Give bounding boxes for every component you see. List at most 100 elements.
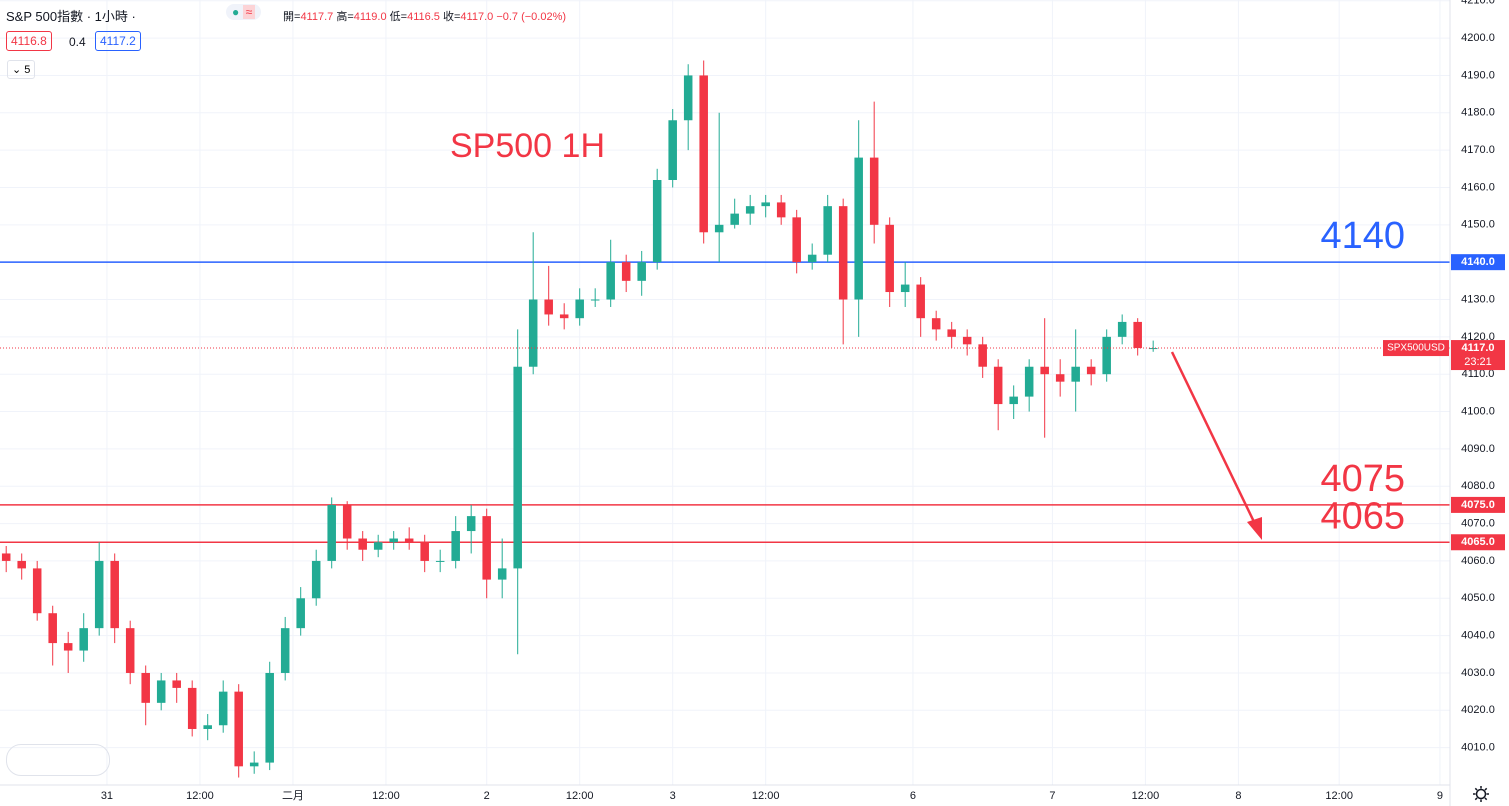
ask-price[interactable]: 4117.2 <box>95 31 141 51</box>
candle-body <box>141 672 150 703</box>
candle-body <box>280 628 290 673</box>
ohlc-value: 4119.0 <box>353 11 387 23</box>
candle-body <box>79 628 88 651</box>
status-badges[interactable]: ● ≈ <box>226 4 262 20</box>
symbol-title: S&P 500指數 · 1小時 · <box>6 9 136 24</box>
candle-body <box>730 213 739 225</box>
candle-body <box>947 329 956 337</box>
y-tick-label: 4110.0 <box>1462 368 1495 380</box>
candle-body <box>404 538 414 543</box>
indicator-count: 5 <box>24 64 31 76</box>
x-tick-label: 9 <box>1437 790 1443 802</box>
indicator-toggle[interactable]: ⌄ 5 <box>7 60 36 79</box>
candle-body <box>590 299 600 301</box>
candle-body <box>761 202 770 207</box>
level-tag-label: 4140.0 <box>1461 256 1495 268</box>
candle-body <box>1117 321 1127 337</box>
y-tick-label: 4070.0 <box>1461 517 1495 529</box>
ohlc-legend: 開=4117.7 高=4119.0 低=4116.5 收=4117.0 −0.7… <box>283 8 566 24</box>
candle-body <box>497 568 507 580</box>
candle-body <box>203 725 212 729</box>
candle-body <box>714 224 724 233</box>
candle-body <box>513 366 522 569</box>
candle-body <box>699 75 708 233</box>
candle-body <box>916 284 925 319</box>
candle-body <box>978 344 987 367</box>
candle-body <box>32 568 42 614</box>
y-tick-label: 4130.0 <box>1461 293 1495 305</box>
candle-body <box>110 560 119 629</box>
candle-body <box>606 262 615 300</box>
x-tick-label: 8 <box>1235 790 1241 802</box>
candle-body <box>63 643 73 651</box>
x-tick-label: 31 <box>101 790 113 802</box>
candle-body <box>156 680 166 703</box>
candle-body <box>482 516 491 580</box>
candle-body <box>900 284 910 293</box>
candle-body <box>125 628 135 673</box>
candle-body <box>621 262 631 281</box>
candle-body <box>637 262 646 281</box>
y-tick-label: 4040.0 <box>1461 630 1495 642</box>
last-price-tag <box>1451 340 1505 371</box>
level-tag-label: 4065.0 <box>1461 536 1495 548</box>
level-label: 4065 <box>1320 495 1405 537</box>
y-tick-label: 4120.0 <box>1461 331 1495 343</box>
y-tick-label: 4180.0 <box>1461 107 1495 119</box>
nav-pill[interactable] <box>6 744 110 776</box>
bid-price[interactable]: 4116.8 <box>6 31 52 51</box>
plot <box>0 0 1450 785</box>
candle-body <box>234 691 243 767</box>
candle-body <box>94 560 104 629</box>
candle-body <box>1040 366 1049 375</box>
candle-body <box>48 613 57 644</box>
candle-body <box>1148 348 1158 350</box>
candle-body <box>823 206 832 255</box>
candle-body <box>1102 336 1111 375</box>
y-tick-label: 4050.0 <box>1461 592 1495 604</box>
candle-body <box>1055 374 1065 382</box>
candle-body <box>931 318 941 330</box>
last-price-symbol-tag <box>1383 340 1449 357</box>
x-tick-label: 12:00 <box>372 790 400 802</box>
candle-body <box>885 224 894 293</box>
candle-body <box>575 299 584 319</box>
candle-body <box>1071 366 1080 382</box>
candle-body <box>792 217 801 263</box>
candle-body <box>528 299 538 367</box>
candle-body <box>17 560 26 569</box>
candle-body <box>342 504 352 539</box>
ohlc-label: 開= <box>283 11 301 23</box>
arrow <box>1170 351 1262 540</box>
candle-body <box>1133 321 1142 349</box>
candle-body <box>776 202 786 218</box>
level-tag <box>1451 254 1505 271</box>
candle-body <box>451 531 460 561</box>
ohlc-value: 4117.0 <box>460 11 494 23</box>
y-tick-label: 4010.0 <box>1461 742 1495 754</box>
x-tick-label: 7 <box>1049 790 1055 802</box>
y-tick-label: 4210.0 <box>1461 0 1495 7</box>
annotation: SP500 1H <box>450 127 605 165</box>
last-price-label: 4117.0 <box>1461 342 1494 354</box>
candle-body <box>358 538 367 550</box>
candle-body <box>373 542 383 550</box>
candle-body <box>1024 366 1034 397</box>
candle-body <box>962 336 972 345</box>
x-tick-label: 12:00 <box>752 790 780 802</box>
settings-icon[interactable] <box>1473 786 1489 802</box>
last-price-symbol: SPX500USD <box>1387 343 1445 354</box>
y-tick-label: 4160.0 <box>1461 181 1495 193</box>
y-tick-label: 4200.0 <box>1461 32 1495 44</box>
candle-body <box>993 366 1003 405</box>
y-tick-label: 4080.0 <box>1461 480 1495 492</box>
y-tick-label: 4020.0 <box>1461 704 1495 716</box>
candle-body <box>652 180 662 263</box>
candle-body <box>559 314 569 319</box>
level-tag <box>1451 496 1505 513</box>
spread: 0.4 <box>69 35 86 49</box>
y-tick-label: 4100.0 <box>1461 405 1495 417</box>
candle-body <box>683 75 693 121</box>
x-tick-label: 3 <box>670 790 676 802</box>
ohlc-value: 4117.7 <box>300 11 334 23</box>
